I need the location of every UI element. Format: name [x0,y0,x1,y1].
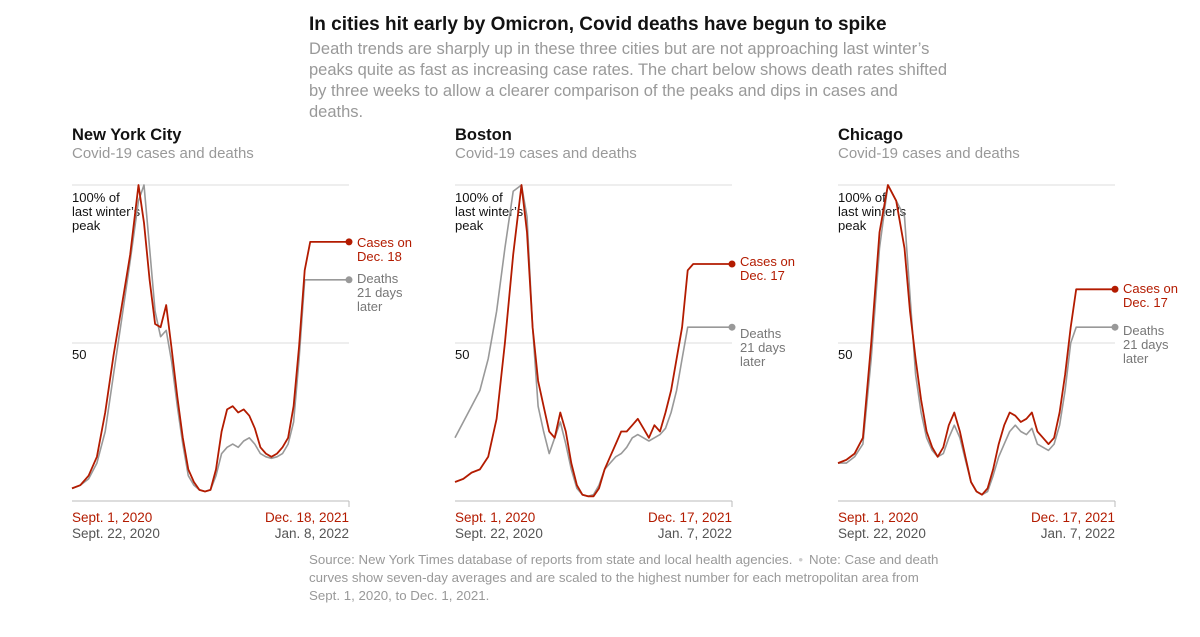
cases-end-label-chicago: Dec. 17 [1123,295,1168,310]
y-tick-label-50-boston: 50 [455,347,469,362]
x-label-cases-end-chicago: Dec. 17, 2021 [1031,510,1115,525]
y-tick-label-50-new-york: 50 [72,347,86,362]
panel-subtitle-boston: Covid-19 cases and deaths [455,145,637,162]
cases-end-label-new-york: Cases on [357,235,412,250]
cases-end-label-new-york: Dec. 18 [357,249,402,264]
deaths-end-point-boston [728,323,736,331]
deaths-end-label-boston: Deaths [740,326,782,341]
deaths-end-label-new-york: later [357,299,383,314]
y-tick-label-50-chicago: 50 [838,347,852,362]
cases-end-point-new-york [345,238,353,246]
x-label-cases-start-chicago: Sept. 1, 2020 [838,510,918,525]
y-reference-label-new-york: peak [72,218,101,233]
deaths-line-boston [454,184,732,498]
x-label-cases-start-new-york: Sept. 1, 2020 [72,510,152,525]
deaths-end-label-boston: 21 days [740,340,786,355]
source-note: Source: New York Times database of repor… [309,552,793,567]
headline: In cities hit early by Omicron, Covid de… [309,14,949,123]
x-label-deaths-start-boston: Sept. 22, 2020 [455,526,543,541]
x-label-cases-start-boston: Sept. 1, 2020 [455,510,535,525]
deaths-end-label-chicago: Deaths [1123,323,1165,338]
y-reference-label-boston: 100% of [455,190,503,205]
cases-end-label-boston: Cases on [740,254,795,269]
x-label-deaths-start-new-york: Sept. 22, 2020 [72,526,160,541]
deaths-end-point-new-york [345,276,353,284]
y-reference-label-new-york: 100% of [72,190,120,205]
x-label-cases-end-new-york: Dec. 18, 2021 [265,510,349,525]
cases-end-point-boston [728,260,736,268]
cases-line-chicago [837,184,1115,496]
x-label-deaths-end-boston: Jan. 7, 2022 [658,526,732,541]
x-label-deaths-end-chicago: Jan. 7, 2022 [1041,526,1115,541]
y-reference-label-chicago: 100% of [838,190,886,205]
cases-end-point-chicago [1111,285,1119,293]
deaths-end-label-chicago: later [1123,351,1149,366]
deaths-end-point-chicago [1111,323,1119,331]
y-reference-label-chicago: peak [838,218,867,233]
cases-line-new-york [71,184,349,493]
cases-line-boston [454,184,732,498]
panel-title-chicago: Chicago [838,126,904,144]
x-label-deaths-start-chicago: Sept. 22, 2020 [838,526,926,541]
y-reference-label-chicago: last winter’s [838,204,907,219]
y-reference-label-boston: peak [455,218,484,233]
x-label-deaths-end-new-york: Jan. 8, 2022 [275,526,349,541]
y-reference-label-new-york: last winter’s [72,204,141,219]
panel-subtitle-new-york: Covid-19 cases and deaths [72,145,254,162]
chart-title: In cities hit early by Omicron, Covid de… [309,14,887,35]
deaths-end-label-new-york: Deaths [357,271,399,286]
deaths-line-chicago [838,184,1115,496]
separator-dot: • [798,552,804,567]
panel-title-new-york: New York City [72,126,182,144]
panel-subtitle-chicago: Covid-19 cases and deaths [838,145,1020,162]
method-note: Note: Case and death curves show seven-d… [309,552,939,603]
deaths-end-label-chicago: 21 days [1123,337,1169,352]
y-reference-label-boston: last winter’s [455,204,524,219]
chart-subtitle: Death trends are sharply up in these thr… [309,40,948,121]
deaths-end-label-new-york: 21 days [357,285,403,300]
cases-end-label-boston: Dec. 17 [740,268,785,283]
x-label-cases-end-boston: Dec. 17, 2021 [648,510,732,525]
panel-title-boston: Boston [455,126,512,144]
cases-end-label-chicago: Cases on [1123,281,1178,296]
deaths-end-label-boston: later [740,354,766,369]
chart-footer: Source: New York Times database of repor… [309,551,949,605]
deaths-line-new-york [71,184,349,493]
